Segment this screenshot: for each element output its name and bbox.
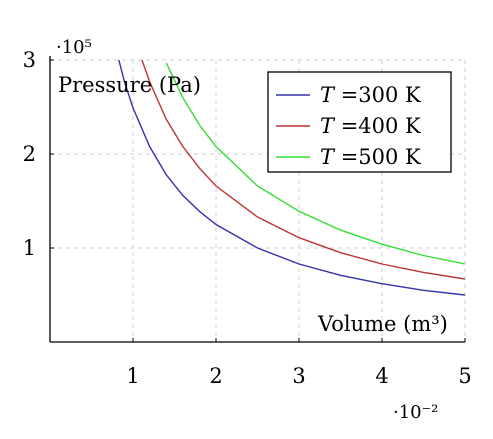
- legend: T =300 K T =400 K T =500 K: [267, 71, 452, 173]
- legend-label: T =400 K: [320, 114, 421, 138]
- series-line: [165, 62, 465, 265]
- x-tick-label: 1: [126, 364, 139, 388]
- x-tick-label: 2: [209, 364, 222, 388]
- series-layer: [118, 60, 465, 296]
- series-line: [118, 60, 465, 296]
- x-tick-label: 4: [375, 364, 388, 388]
- legend-items: T =300 K T =400 K T =500 K: [276, 83, 421, 169]
- y-tick-label: 2: [23, 142, 36, 166]
- legend-label: T =300 K: [320, 83, 421, 107]
- legend-frame: [267, 71, 452, 173]
- axes-layer: [49, 56, 466, 343]
- y-scale-label: ·10⁵: [56, 37, 92, 58]
- x-tick-label: 5: [458, 364, 471, 388]
- x-tick-label: 3: [292, 364, 305, 388]
- y-axis-title: Pressure (Pa): [58, 73, 201, 97]
- y-tick-label: 1: [23, 236, 36, 260]
- series-line: [141, 60, 465, 280]
- y-tick-label: 3: [23, 48, 36, 72]
- x-axis-title: Volume (m³): [317, 312, 448, 336]
- ticks-layer: 1 2 3 4 5 1 2 3: [23, 48, 472, 388]
- x-scale-label: ·10⁻²: [393, 402, 438, 423]
- legend-label: T =500 K: [320, 145, 421, 169]
